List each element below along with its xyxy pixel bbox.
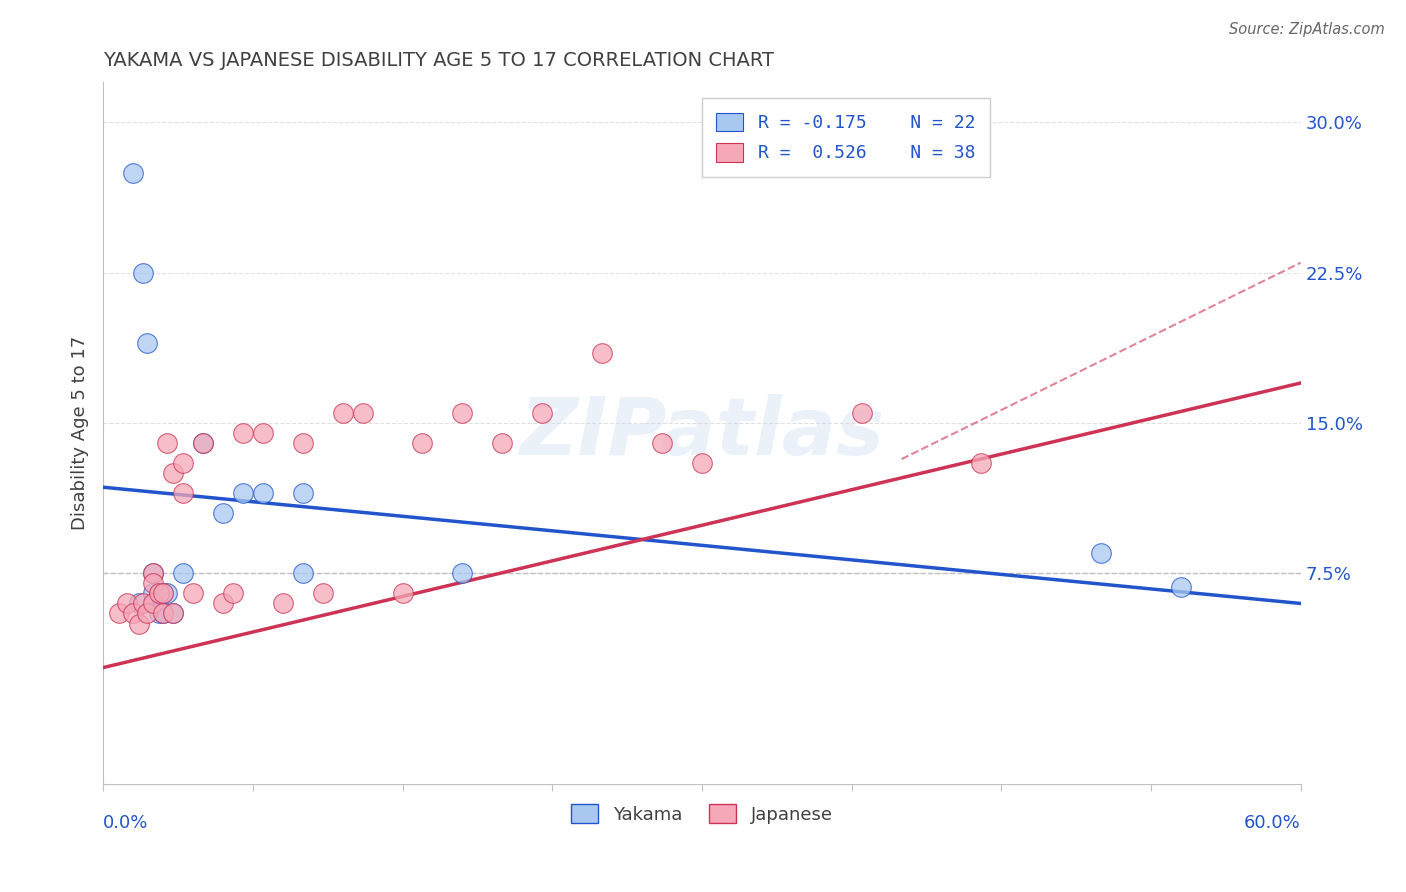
- Point: [252, 486, 274, 500]
- Point: [531, 406, 554, 420]
- Point: [156, 586, 179, 600]
- Point: [851, 406, 873, 420]
- Point: [332, 406, 354, 420]
- Point: [411, 436, 433, 450]
- Text: Source: ZipAtlas.com: Source: ZipAtlas.com: [1229, 22, 1385, 37]
- Point: [191, 436, 214, 450]
- Point: [1170, 581, 1192, 595]
- Point: [142, 566, 165, 581]
- Text: ZIPatlas: ZIPatlas: [519, 394, 884, 472]
- Point: [142, 586, 165, 600]
- Point: [162, 607, 184, 621]
- Point: [311, 586, 333, 600]
- Point: [115, 597, 138, 611]
- Point: [132, 266, 155, 280]
- Point: [591, 346, 613, 360]
- Point: [970, 456, 993, 470]
- Y-axis label: Disability Age 5 to 17: Disability Age 5 to 17: [72, 336, 89, 530]
- Point: [212, 597, 235, 611]
- Point: [222, 586, 245, 600]
- Point: [271, 597, 294, 611]
- Point: [142, 597, 165, 611]
- Point: [491, 436, 513, 450]
- Point: [1090, 546, 1112, 560]
- Point: [148, 586, 170, 600]
- Point: [191, 436, 214, 450]
- Point: [152, 586, 174, 600]
- Point: [162, 466, 184, 480]
- Point: [122, 165, 145, 179]
- Point: [172, 456, 194, 470]
- Point: [162, 607, 184, 621]
- Point: [148, 607, 170, 621]
- Point: [152, 607, 174, 621]
- Point: [232, 426, 254, 441]
- Point: [108, 607, 131, 621]
- Point: [128, 597, 150, 611]
- Point: [142, 576, 165, 591]
- Point: [690, 456, 713, 470]
- Point: [232, 486, 254, 500]
- Point: [152, 586, 174, 600]
- Point: [136, 335, 159, 350]
- Point: [651, 436, 673, 450]
- Point: [291, 486, 314, 500]
- Point: [172, 486, 194, 500]
- Point: [252, 426, 274, 441]
- Point: [172, 566, 194, 581]
- Text: YAKAMA VS JAPANESE DISABILITY AGE 5 TO 17 CORRELATION CHART: YAKAMA VS JAPANESE DISABILITY AGE 5 TO 1…: [103, 51, 775, 70]
- Point: [156, 436, 179, 450]
- Point: [122, 607, 145, 621]
- Legend: Yakama, Japanese: Yakama, Japanese: [564, 797, 839, 831]
- Point: [148, 586, 170, 600]
- Point: [128, 616, 150, 631]
- Point: [212, 506, 235, 520]
- Point: [391, 586, 413, 600]
- Point: [152, 607, 174, 621]
- Point: [136, 607, 159, 621]
- Point: [291, 436, 314, 450]
- Point: [451, 406, 474, 420]
- Text: 60.0%: 60.0%: [1244, 814, 1301, 832]
- Point: [291, 566, 314, 581]
- Point: [142, 566, 165, 581]
- Point: [451, 566, 474, 581]
- Text: 0.0%: 0.0%: [103, 814, 149, 832]
- Point: [352, 406, 374, 420]
- Point: [181, 586, 204, 600]
- Point: [132, 597, 155, 611]
